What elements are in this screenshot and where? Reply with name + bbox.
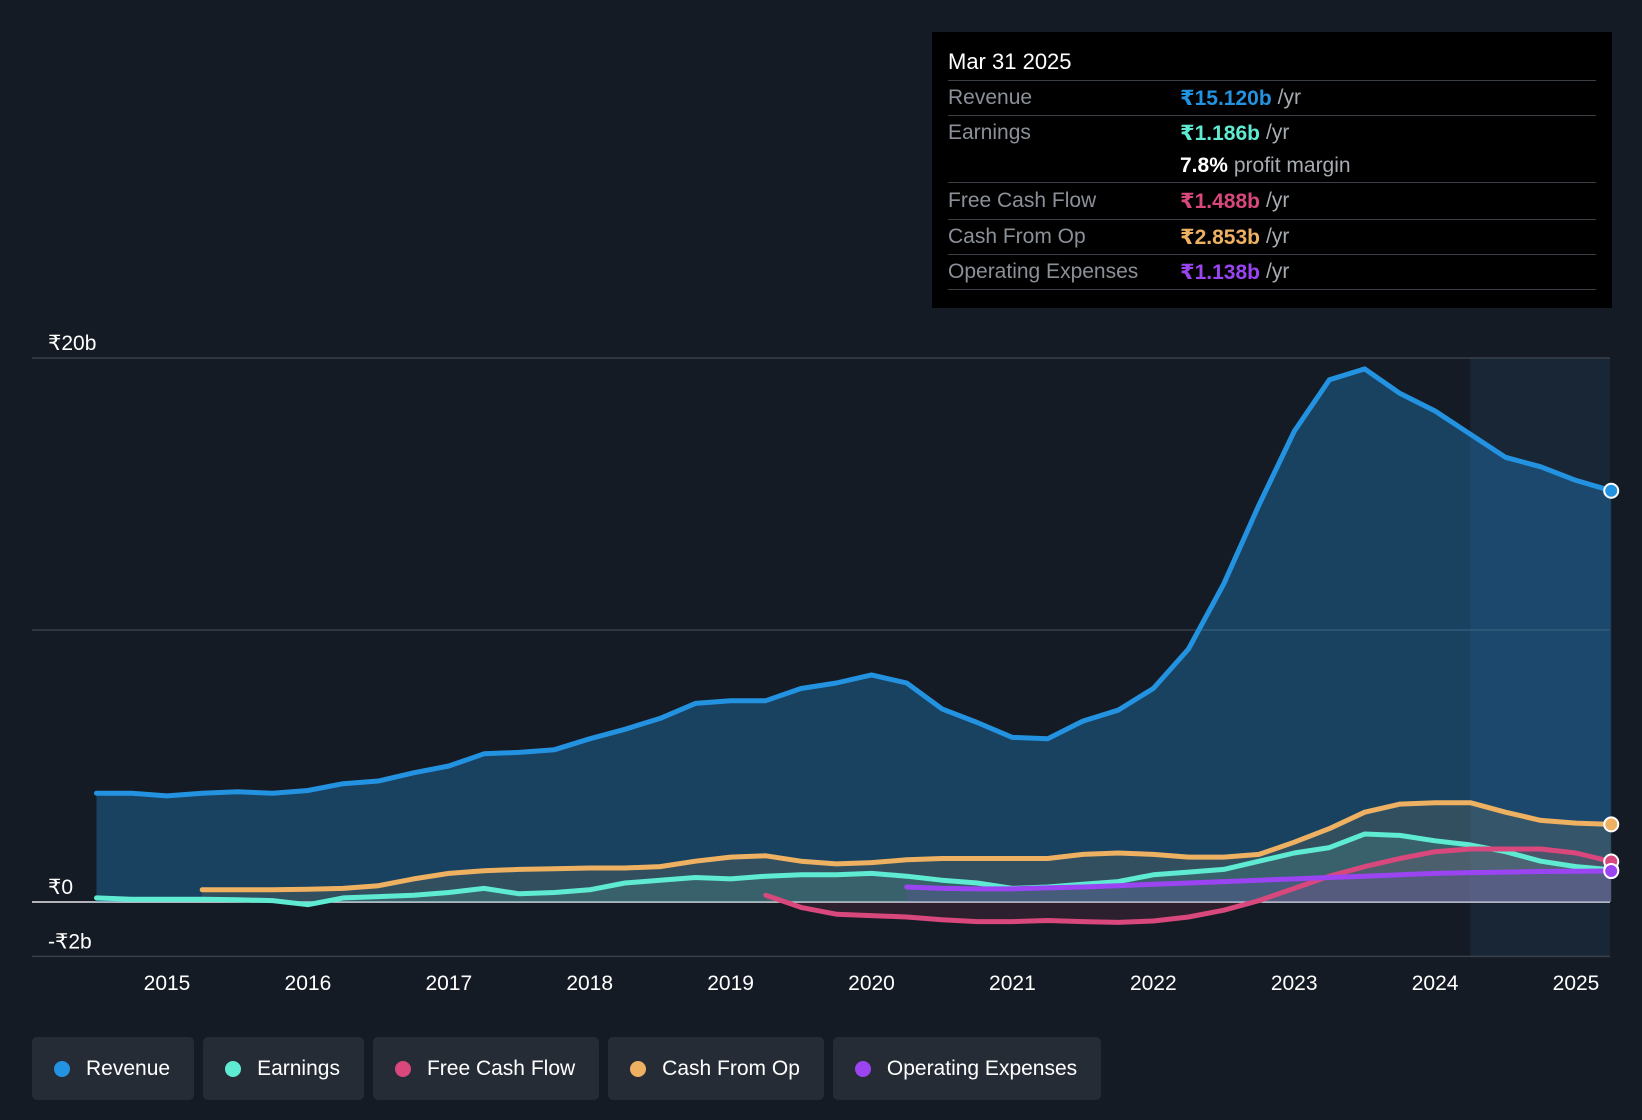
series-area <box>202 802 1612 902</box>
series-line <box>94 831 1614 908</box>
tooltip-unit: /yr <box>1266 260 1290 283</box>
x-tick-label: 2016 <box>285 972 332 995</box>
legend-dot-icon <box>54 1060 70 1077</box>
x-tick-label: 2019 <box>707 972 754 995</box>
chart-labels: ₹20b ₹0 -₹2b 2015 2016 2017 2018 2019 2020 2021 20… <box>48 332 1599 995</box>
tooltip-unit: /yr <box>1266 189 1290 212</box>
y-tick-label: ₹0 <box>48 876 73 899</box>
x-tick-label: 2024 <box>1412 972 1459 995</box>
series-area <box>96 368 1612 902</box>
tooltip-unit: profit margin <box>1233 154 1351 177</box>
series-end-marker <box>1603 816 1620 833</box>
x-tick-label: 2015 <box>144 972 191 995</box>
tooltip-row: Cash From Op ₹2.853b/yr <box>948 220 1596 255</box>
tooltip-value: 7.8% <box>1180 154 1228 177</box>
legend-label: Revenue <box>86 1056 171 1080</box>
series-end-marker <box>1603 863 1620 880</box>
tooltip-unit: /yr <box>1266 225 1290 248</box>
tooltip-row: 7.8% profit margin <box>948 150 1596 183</box>
y-tick-label: ₹20b <box>48 332 96 355</box>
x-tick-label: 2018 <box>566 972 613 995</box>
series-line <box>199 800 1614 893</box>
legend-item[interactable]: Free Cash Flow <box>372 1037 600 1100</box>
legend-dot-icon <box>394 1060 411 1077</box>
tooltip-row: Revenue ₹15.120b/yr <box>948 81 1596 116</box>
x-tick-label: 2017 <box>425 972 472 995</box>
y-tick-label: -₹2b <box>48 930 92 953</box>
chart-areas <box>96 368 1612 923</box>
tooltip-label: Free Cash Flow <box>948 189 1097 212</box>
legend-dot-icon <box>854 1060 871 1077</box>
x-tick-label: 2020 <box>848 972 895 995</box>
series-line <box>904 868 1614 892</box>
chart-lines[interactable] <box>94 366 1620 925</box>
x-tick-label: 2023 <box>1271 972 1318 995</box>
series-area <box>906 871 1612 902</box>
legend-label: Operating Expenses <box>886 1056 1078 1080</box>
series-end-marker <box>1603 482 1620 499</box>
tooltip-rows: Revenue ₹15.120b/yr Earnings ₹1.186b/yr 7.8%… <box>948 81 1596 290</box>
chart-gridlines <box>32 357 1610 958</box>
tooltip-value: ₹1.138b <box>1180 260 1260 284</box>
legend-dot-icon <box>225 1060 242 1077</box>
data-tooltip: Mar 31 2025 Revenue ₹15.120b/yr Earnings ₹1… <box>932 32 1612 308</box>
chart-legend: Revenue Earnings Free Cash Flow Cash From O… <box>32 1037 1102 1100</box>
tooltip-label: Revenue <box>948 86 1033 109</box>
tooltip-date: Mar 31 2025 <box>948 46 1596 81</box>
tooltip-unit: /yr <box>1277 86 1301 109</box>
tooltip-row: Free Cash Flow ₹1.488b/yr <box>948 183 1596 220</box>
legend-item[interactable]: Cash From Op <box>608 1037 824 1100</box>
x-tick-label: 2021 <box>989 972 1036 995</box>
legend-item[interactable]: Revenue <box>32 1037 195 1100</box>
x-tick-label: 2025 <box>1553 972 1600 995</box>
tooltip-value: ₹1.186b <box>1180 121 1260 145</box>
legend-item[interactable]: Earnings <box>203 1037 364 1100</box>
legend-label: Earnings <box>257 1056 340 1080</box>
tooltip-label: Operating Expenses <box>948 260 1139 283</box>
legend-label: Free Cash Flow <box>426 1056 576 1080</box>
tooltip-value: ₹15.120b <box>1180 86 1272 110</box>
tooltip-label: Cash From Op <box>948 225 1086 248</box>
x-tick-label: 2022 <box>1130 972 1177 995</box>
series-area <box>96 834 1612 905</box>
series-area <box>765 849 1612 923</box>
tooltip-value: ₹2.853b <box>1180 225 1260 249</box>
tooltip-label: Earnings <box>948 121 1031 144</box>
series-line <box>94 366 1614 799</box>
tooltip-row: Operating Expenses ₹1.138b/yr <box>948 255 1596 290</box>
series-line <box>763 846 1614 925</box>
legend-label: Cash From Op <box>662 1056 800 1080</box>
tooltip-unit: /yr <box>1266 121 1290 144</box>
legend-dot-icon <box>630 1060 647 1077</box>
legend-item[interactable]: Operating Expenses <box>832 1037 1102 1100</box>
tooltip-value: ₹1.488b <box>1180 189 1260 213</box>
chart-area: ₹20b ₹0 -₹2b 2015 2016 2017 2018 2019 2020 2021 20… <box>32 332 1620 995</box>
tooltip-row: Earnings ₹1.186b/yr <box>948 116 1596 150</box>
